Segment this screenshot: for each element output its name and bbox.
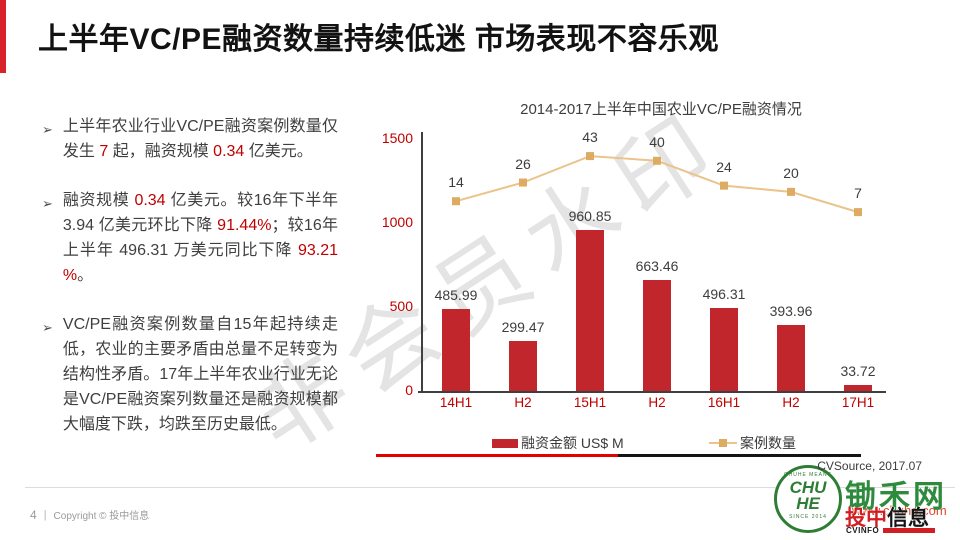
badge-ring-top-text: CHUHE MEANS	[784, 472, 832, 478]
bar-value-label: 393.96	[769, 302, 813, 319]
line-value-label: 7	[854, 185, 862, 202]
x-axis-line	[418, 391, 886, 393]
chuhe-url-text: www.chuhe.com	[852, 503, 947, 518]
chart-title: 2014-2017上半年中国农业VC/PE融资情况	[520, 101, 802, 118]
line-value-label: 26	[515, 155, 531, 172]
bullet-text-segment: 起，融资规模	[108, 143, 214, 160]
line-marker	[452, 197, 460, 206]
line-marker	[653, 156, 661, 165]
page-title: 上半年VC/PE融资数量持续低迷 市场表现不容乐观	[38, 23, 719, 56]
line-value-label: 20	[783, 164, 799, 181]
x-axis-category-label: H2	[782, 395, 800, 410]
bullet-text: 上半年农业行业VC/PE融资案例数量仅发生 7 起，融资规模 0.34 亿美元。	[63, 114, 338, 164]
bullet-arrow-icon: ➢	[42, 196, 53, 211]
divider-black-segment	[618, 454, 861, 457]
bullet-text-segment: ；较16年上半年 496.31 万美元同比下降	[62, 217, 338, 259]
highlight-number: 0.34	[213, 143, 245, 160]
cvinfo-wordmark-red: 投中	[845, 507, 887, 530]
line-marker	[519, 178, 527, 187]
bar	[710, 307, 738, 391]
x-axis-category-label: H2	[514, 395, 532, 410]
highlight-number: 93.21 %	[62, 242, 338, 284]
bar	[576, 229, 604, 391]
cvinfo-wordmark: 投中信息	[845, 502, 929, 532]
x-axis-category-label: 17H1	[841, 395, 875, 410]
y-axis-tick-label: 500	[389, 298, 413, 314]
cvinfo-caption-row: CVINFO	[846, 526, 936, 535]
copyright-text: Copyright © 投中信息	[53, 511, 150, 522]
bar-series-swatch	[492, 438, 518, 448]
bullet-text-segment: 融资规模	[62, 192, 135, 209]
line-marker	[787, 187, 795, 196]
bullet-text: 融资规模 0.34 亿美元。较16年下半年 3.94 亿美元环比下降 91.44…	[63, 188, 338, 288]
y-axis-line	[421, 132, 423, 391]
cvinfo-red-bar	[883, 528, 936, 533]
highlight-number: 91.44%	[217, 217, 272, 234]
bar	[643, 279, 671, 391]
line-value-label: 14	[448, 174, 464, 191]
footer: 4 | Copyright © 投中信息	[30, 507, 150, 523]
badge-ring-bottom-text: SINCE 2014	[789, 514, 827, 520]
highlight-number: 0.34	[134, 192, 166, 209]
highlight-number: 7	[99, 143, 109, 160]
bullet-text: VC/PE融资案例数量自15年起持续走低，农业的主要矛盾由总量不足转变为结构性矛…	[63, 312, 338, 437]
title-accent-bar	[0, 0, 6, 73]
bar	[777, 324, 805, 391]
chuhe-wordmark: 锄禾网	[845, 479, 947, 514]
bullet-item: ➢ 融资规模 0.34 亿美元。较16年下半年 3.94 亿美元环比下降 91.4…	[42, 188, 338, 288]
financing-chart: 2014-2017上半年中国农业VC/PE融资情况 融资金额 US$ M 案例数…	[380, 92, 942, 464]
bar-value-label: 496.31	[702, 285, 746, 302]
bullet-arrow-icon: ➢	[42, 122, 53, 137]
source-note: CVSource, 2017.07	[817, 459, 922, 473]
line-marker	[854, 208, 862, 217]
bar	[844, 385, 872, 391]
x-axis-category-label: 14H1	[439, 395, 473, 410]
bullet-list: ➢ 上半年农业行业VC/PE融资案例数量仅发生 7 起，融资规模 0.34 亿美元…	[42, 114, 338, 461]
line-value-label: 43	[582, 129, 598, 146]
x-axis-category-label: H2	[648, 395, 666, 410]
chuhe-badge-logo: CHUHE MEANS CHU HE SINCE 2014	[774, 465, 842, 533]
line-marker	[586, 152, 594, 161]
bar	[442, 309, 470, 391]
line-series	[452, 152, 862, 217]
line-marker	[720, 181, 728, 190]
cvinfo-wordmark-black: 信息	[887, 507, 929, 530]
legend-item-bar: 融资金额 US$ M	[492, 433, 624, 453]
bullet-text-segment: 上半年农业行业VC/PE融资案例数量仅发生	[62, 118, 338, 160]
bullet-text-segment: 。	[77, 267, 94, 284]
line-series-swatch	[709, 438, 737, 448]
legend-item-line: 案例数量	[709, 433, 796, 453]
bullet-text-segment: 亿美元。较16年下半年 3.94 亿美元环比下降	[62, 192, 338, 234]
bar-value-label: 960.85	[568, 207, 612, 224]
line-value-label: 40	[649, 133, 665, 150]
bar-value-label: 33.72	[840, 363, 876, 380]
bar	[509, 340, 537, 391]
bullet-arrow-icon: ➢	[42, 320, 53, 335]
bar-value-label: 299.47	[501, 318, 545, 335]
x-axis-category-label: 16H1	[707, 395, 741, 410]
y-axis-tick-label: 1500	[381, 130, 413, 146]
bar-series-label: 融资金额 US$ M	[521, 435, 624, 451]
badge-center-line1: CHU	[789, 478, 827, 497]
footer-separator: |	[43, 508, 47, 521]
line-value-label: 24	[716, 158, 732, 175]
bullet-text-segment: 亿美元。	[244, 143, 313, 160]
bar-value-label: 485.99	[434, 287, 478, 304]
cvinfo-caption: CVINFO	[846, 526, 880, 535]
badge-center-line2: HE	[796, 494, 820, 513]
line-swatch-marker	[719, 439, 727, 447]
page-number: 4	[30, 507, 37, 522]
x-axis-category-label: 15H1	[573, 395, 607, 410]
divider-red-segment	[376, 454, 618, 457]
y-axis-tick-label: 1000	[381, 214, 413, 230]
footer-divider	[25, 487, 955, 488]
y-axis-tick-label: 0	[405, 382, 413, 398]
bullet-item: ➢ 上半年农业行业VC/PE融资案例数量仅发生 7 起，融资规模 0.34 亿美元…	[42, 114, 338, 164]
line-series-label: 案例数量	[740, 435, 796, 451]
bullet-text-segment: VC/PE融资案例数量自15年起持续走低，农业的主要矛盾由总量不足转变为结构性矛…	[62, 316, 338, 433]
bar-value-label: 663.46	[635, 257, 679, 274]
bullet-item: ➢ VC/PE融资案例数量自15年起持续走低，农业的主要矛盾由总量不足转变为结构性…	[42, 312, 338, 437]
